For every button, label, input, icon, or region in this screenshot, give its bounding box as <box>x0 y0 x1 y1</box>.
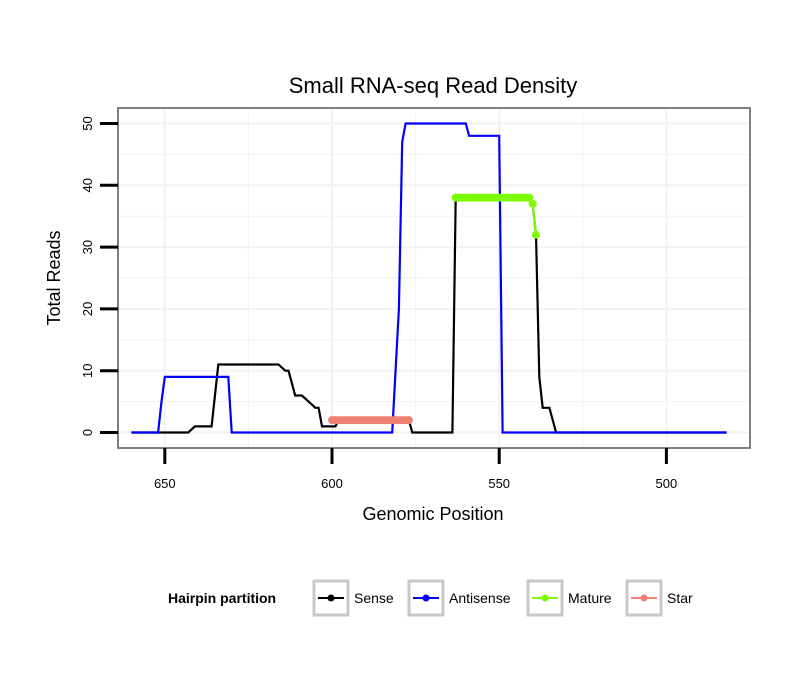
legend-label-star: Star <box>667 590 693 606</box>
data-point-mature <box>525 193 534 202</box>
x-tick-label: 550 <box>488 476 510 491</box>
x-axis-title: Genomic Position <box>362 504 503 524</box>
data-point-mature <box>528 199 537 208</box>
x-tick-label: 500 <box>656 476 678 491</box>
chart-title: Small RNA-seq Read Density <box>289 73 578 98</box>
data-point-mature <box>531 230 540 239</box>
x-tick-label: 600 <box>321 476 343 491</box>
legend-key-dot <box>422 594 430 602</box>
y-tick-label: 10 <box>80 363 95 377</box>
plot-area: 0 10 20 30 40 50 650 600 550 500 <box>80 107 751 491</box>
data-point-star <box>404 416 413 425</box>
series-line-antisense <box>131 122 727 434</box>
legend-key-dot <box>327 594 335 602</box>
y-tick-label: 20 <box>80 302 95 316</box>
legend-key-dot <box>640 594 648 602</box>
legend: Hairpin partition Sense Antisense Mature St… <box>168 579 693 617</box>
legend-title: Hairpin partition <box>168 590 276 606</box>
y-tick-label: 0 <box>80 429 95 436</box>
legend-label-sense: Sense <box>354 590 394 606</box>
y-axis-title: Total Reads <box>44 230 64 325</box>
legend-label-mature: Mature <box>568 590 612 606</box>
legend-label-antisense: Antisense <box>449 590 511 606</box>
legend-key-dot <box>541 594 549 602</box>
y-tick-label: 40 <box>80 178 95 192</box>
y-tick-label: 30 <box>80 240 95 254</box>
x-tick-label: 650 <box>154 476 176 491</box>
series-line-sense <box>131 196 727 434</box>
panel-border <box>117 107 751 449</box>
y-tick-label: 50 <box>80 116 95 130</box>
